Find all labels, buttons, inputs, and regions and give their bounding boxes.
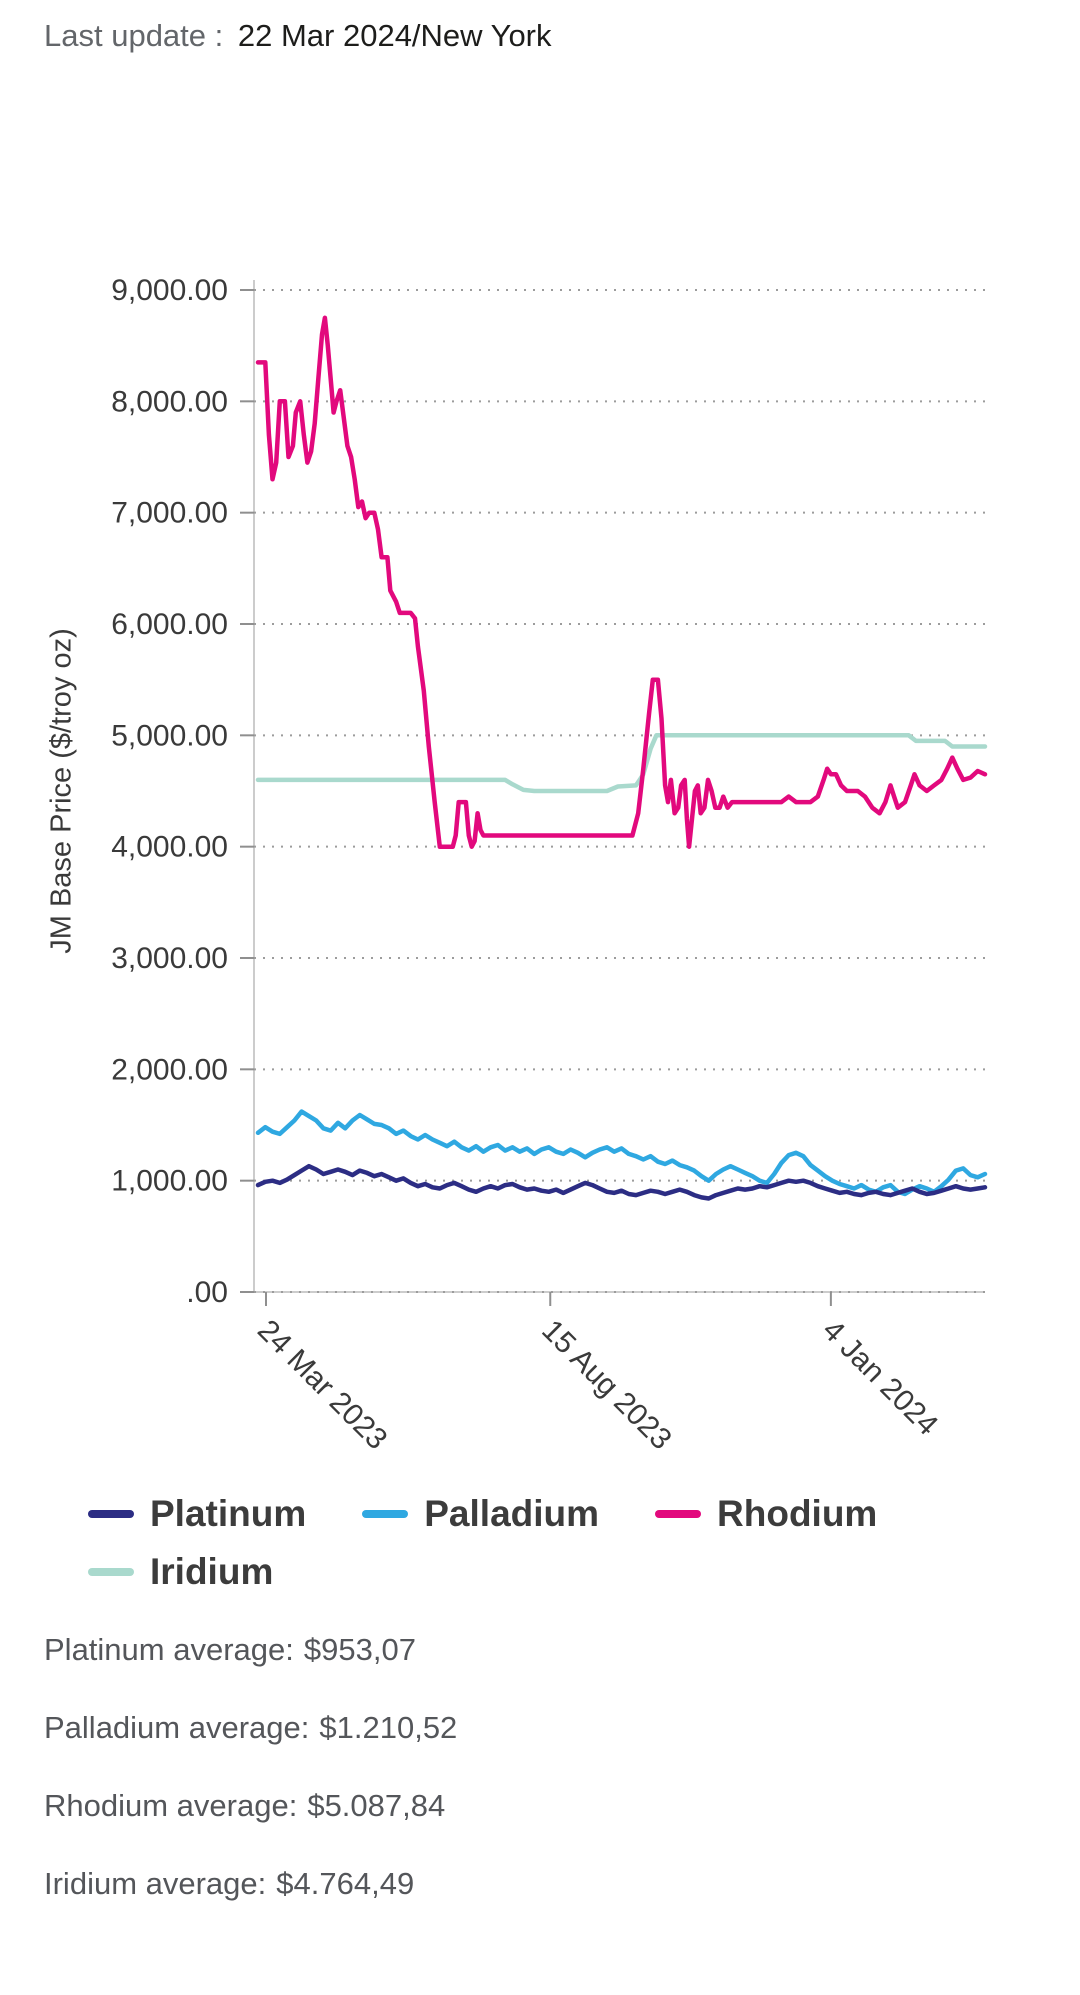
- last-update: Last update : 22 Mar 2024/New York: [44, 16, 552, 56]
- y-tick-label: 3,000.00: [111, 942, 228, 975]
- last-update-value: 22 Mar 2024/New York: [237, 18, 552, 53]
- legend-label: Palladium: [424, 1493, 600, 1534]
- y-tick-label: 6,000.00: [111, 608, 228, 641]
- average-palladium: Palladium average: $1.210,52: [44, 1710, 1036, 1746]
- last-update-label: Last update :: [44, 18, 224, 53]
- average-value: $5.087,84: [307, 1788, 446, 1823]
- legend-label: Rhodium: [717, 1493, 878, 1534]
- average-label: Palladium average:: [44, 1710, 310, 1745]
- chart-legend: Platinum Palladium Rhodium Iridium: [0, 1492, 1080, 1594]
- x-tick-label: 24 Mar 2023: [251, 1314, 393, 1456]
- legend-swatch-palladium: [362, 1510, 409, 1518]
- series-line-platinum: [255, 1163, 988, 1201]
- legend-swatch-rhodium: [655, 1510, 702, 1518]
- average-value: $1.210,52: [319, 1710, 458, 1745]
- average-label: Iridium average:: [44, 1866, 267, 1901]
- average-rhodium: Rhodium average: $5.087,84: [44, 1788, 1036, 1824]
- average-value: $953,07: [303, 1632, 416, 1667]
- x-tick-label: 4 Jan 2024: [816, 1314, 944, 1442]
- y-tick-label: 2,000.00: [111, 1053, 228, 1086]
- legend-item-palladium[interactable]: Palladium: [362, 1492, 599, 1536]
- y-axis-title: JM Base Price ($/troy oz): [45, 628, 78, 954]
- price-chart[interactable]: 9,000.00 8,000.00 7,000.00 6,000.00 5,000.00…: [0, 0, 1080, 1480]
- x-tick-label: 15 Aug 2023: [535, 1314, 677, 1456]
- average-label: Rhodium average:: [44, 1788, 298, 1823]
- series-line-rhodium: [255, 315, 988, 849]
- legend-item-iridium[interactable]: Iridium: [88, 1550, 273, 1594]
- y-tick-label: 4,000.00: [111, 831, 228, 864]
- y-tick-label: 1,000.00: [111, 1165, 228, 1198]
- legend-label: Iridium: [150, 1551, 274, 1592]
- legend-swatch-iridium: [88, 1568, 134, 1576]
- averages-block: Platinum average: $953,07 Palladium aver…: [44, 1632, 1036, 1944]
- y-tick-label: 5,000.00: [111, 719, 228, 752]
- y-tick-label: 9,000.00: [111, 274, 228, 307]
- legend-item-rhodium[interactable]: Rhodium: [655, 1492, 877, 1536]
- average-label: Platinum average:: [44, 1632, 294, 1667]
- legend-label: Platinum: [150, 1493, 307, 1534]
- y-tick-label: 7,000.00: [111, 497, 228, 530]
- average-platinum: Platinum average: $953,07: [44, 1632, 1036, 1668]
- series-line-palladium: [255, 1109, 988, 1197]
- average-iridium: Iridium average: $4.764,49: [44, 1866, 1036, 1902]
- y-tick-label: 8,000.00: [111, 385, 228, 418]
- y-tick-label: .00: [186, 1276, 228, 1309]
- legend-swatch-platinum: [88, 1510, 134, 1518]
- legend-item-platinum[interactable]: Platinum: [88, 1492, 306, 1536]
- average-value: $4.764,49: [276, 1866, 415, 1901]
- series-line-iridium: [255, 733, 988, 794]
